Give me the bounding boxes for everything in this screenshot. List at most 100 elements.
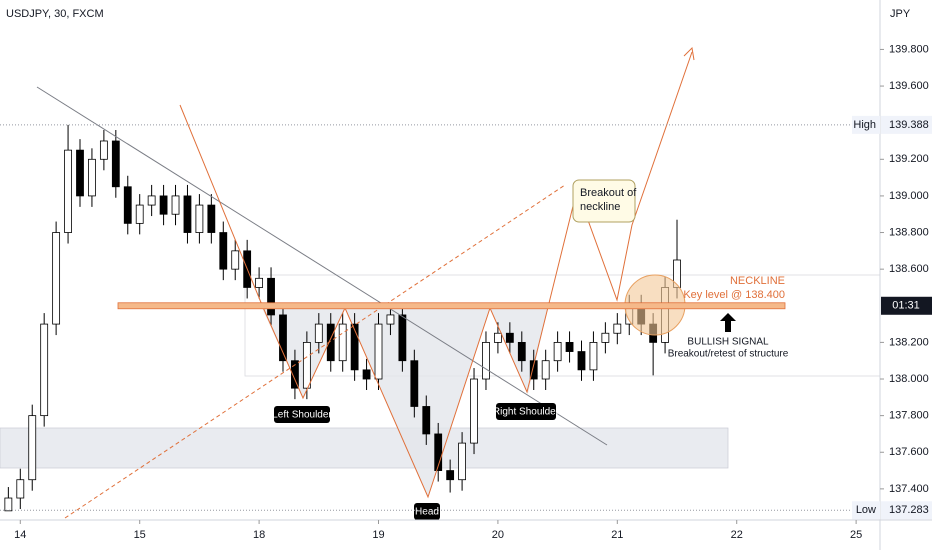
countdown-box xyxy=(881,296,932,315)
candle-body xyxy=(64,149,72,233)
candle-body xyxy=(314,323,323,343)
candle-body xyxy=(482,341,490,380)
candle-body xyxy=(410,360,419,407)
candle-body xyxy=(4,497,13,512)
pattern-shade xyxy=(262,308,548,497)
label-box xyxy=(414,503,440,520)
high-value: 139.388 xyxy=(889,119,929,131)
candle-body xyxy=(517,341,526,362)
y-tick-label: 139.000 xyxy=(889,190,929,202)
candle-body xyxy=(99,140,108,160)
candle-body xyxy=(350,323,359,371)
right-shoulder-label: Right Shoulder xyxy=(493,407,560,418)
y-axis-label: JPY xyxy=(890,8,911,20)
callout-text: neckline xyxy=(580,201,620,213)
candle-body xyxy=(434,433,443,471)
y-tick-label: 139.600 xyxy=(889,80,929,92)
candle-body xyxy=(255,277,264,288)
y-tick-label: 138.600 xyxy=(889,263,929,275)
candle-body xyxy=(88,158,96,197)
x-tick-label: 22 xyxy=(731,529,743,541)
candle-body xyxy=(505,332,514,343)
callout xyxy=(572,179,636,223)
arrow-head xyxy=(683,46,695,61)
x-tick-label: 14 xyxy=(14,529,26,541)
candle-body xyxy=(446,470,455,481)
low-value: 137.283 xyxy=(889,504,929,516)
candle-body xyxy=(40,323,49,417)
candle-body xyxy=(326,323,335,362)
candle-body xyxy=(183,195,192,233)
candle-body xyxy=(123,186,132,224)
candle-body xyxy=(302,341,311,389)
candle-body xyxy=(76,149,84,197)
x-tick-label: 20 xyxy=(492,529,504,541)
candle-body xyxy=(207,204,216,233)
dashed-line xyxy=(64,184,566,519)
level-box xyxy=(852,501,880,520)
candle-body xyxy=(195,204,204,233)
candle-body xyxy=(171,195,180,215)
bullish-label: BULLISH SIGNAL xyxy=(687,337,769,348)
candle-body xyxy=(362,369,371,380)
candle-body xyxy=(338,323,347,362)
y-tick-label: 138.200 xyxy=(889,336,929,348)
callout-text: Breakout of xyxy=(580,187,637,199)
candle-body xyxy=(470,378,478,444)
retest-label: Breakout/retest of structure xyxy=(668,349,789,360)
candle-body xyxy=(529,360,538,380)
candle-body xyxy=(231,250,240,270)
high-label: High xyxy=(853,119,876,131)
y-tick-label: 138.800 xyxy=(889,226,929,238)
level-box xyxy=(881,501,932,520)
candle-body xyxy=(601,332,610,343)
head-label: Head xyxy=(415,507,439,518)
candle-body xyxy=(577,351,586,371)
trendline xyxy=(36,86,608,446)
up-arrow xyxy=(720,313,736,332)
x-tick-label: 25 xyxy=(850,529,862,541)
label-box xyxy=(496,403,556,420)
label-box xyxy=(274,406,330,423)
y-tick-label: 139.800 xyxy=(889,43,929,55)
candle-body xyxy=(541,360,550,380)
y-tick-label: 139.200 xyxy=(889,153,929,165)
candle-body xyxy=(422,406,431,435)
candle-body xyxy=(52,232,61,325)
zone xyxy=(0,427,729,469)
y-tick-label: 137.400 xyxy=(889,483,929,495)
neckline-label: NECKLINE xyxy=(730,275,785,287)
candle-body xyxy=(16,479,25,499)
left-shoulder-label: Left Shoulder xyxy=(272,410,332,421)
low-label: Low xyxy=(856,504,876,516)
x-tick-label: 19 xyxy=(372,529,384,541)
candle-body xyxy=(553,341,562,362)
chart-title: USDJPY, 30, FXCM xyxy=(6,8,104,20)
level-box xyxy=(852,115,880,134)
x-tick-label: 18 xyxy=(253,529,265,541)
candle-body xyxy=(111,140,120,188)
candle-body xyxy=(279,314,287,362)
countdown: 01:31 xyxy=(892,300,920,312)
neckline xyxy=(117,302,786,310)
key-level-label: Key level @ 138.400 xyxy=(683,289,785,301)
x-tick-label: 21 xyxy=(611,529,623,541)
candle-body xyxy=(386,314,395,325)
y-tick-label: 137.600 xyxy=(889,446,929,458)
candle-body xyxy=(219,232,228,270)
candle-body xyxy=(494,332,502,343)
candle-body xyxy=(28,415,37,481)
candle-body xyxy=(135,204,144,224)
candle-body xyxy=(589,341,598,371)
candle-body xyxy=(147,195,156,206)
candle-body xyxy=(458,442,466,481)
candle-body xyxy=(291,360,299,389)
candle-body xyxy=(398,314,407,362)
candle-body xyxy=(159,195,168,215)
level-box xyxy=(881,115,932,134)
y-tick-label: 137.800 xyxy=(889,410,929,422)
y-tick-label: 138.000 xyxy=(889,373,929,385)
x-tick-label: 15 xyxy=(134,529,146,541)
candle-body xyxy=(613,323,622,334)
